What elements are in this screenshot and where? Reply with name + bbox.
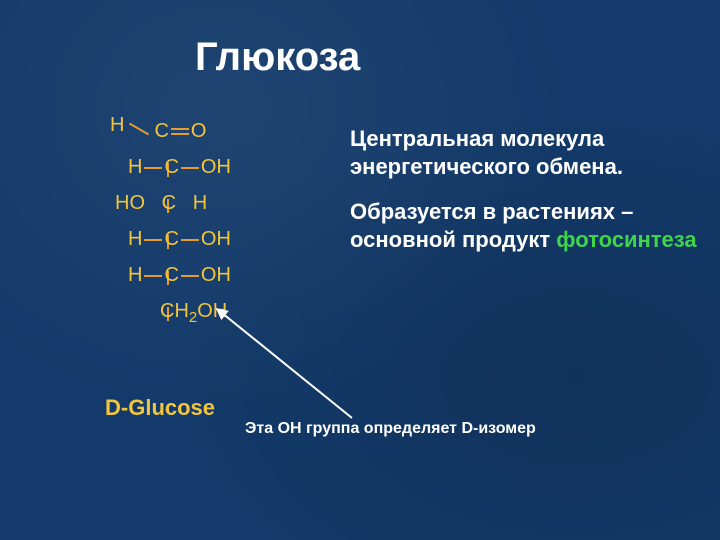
formula-row: HCOH [128,228,231,251]
text-run: Центральная молекула энергетического обм… [350,126,623,179]
glucose-label: D-Glucose [105,395,215,421]
formula-row: HCOH [128,264,231,287]
formula-row: HO C H [115,192,207,215]
pointer-arrow [210,301,364,430]
body-text: Центральная молекула энергетического обм… [350,125,700,271]
formula-row: HCOH [128,156,231,179]
page-title: Глюкоза [195,35,360,80]
text-run: фотосинтеза [556,227,696,252]
formula-row: HCO [110,120,206,143]
oh-group-caption: Эта ОН группа определяет D-изомер [245,420,536,438]
